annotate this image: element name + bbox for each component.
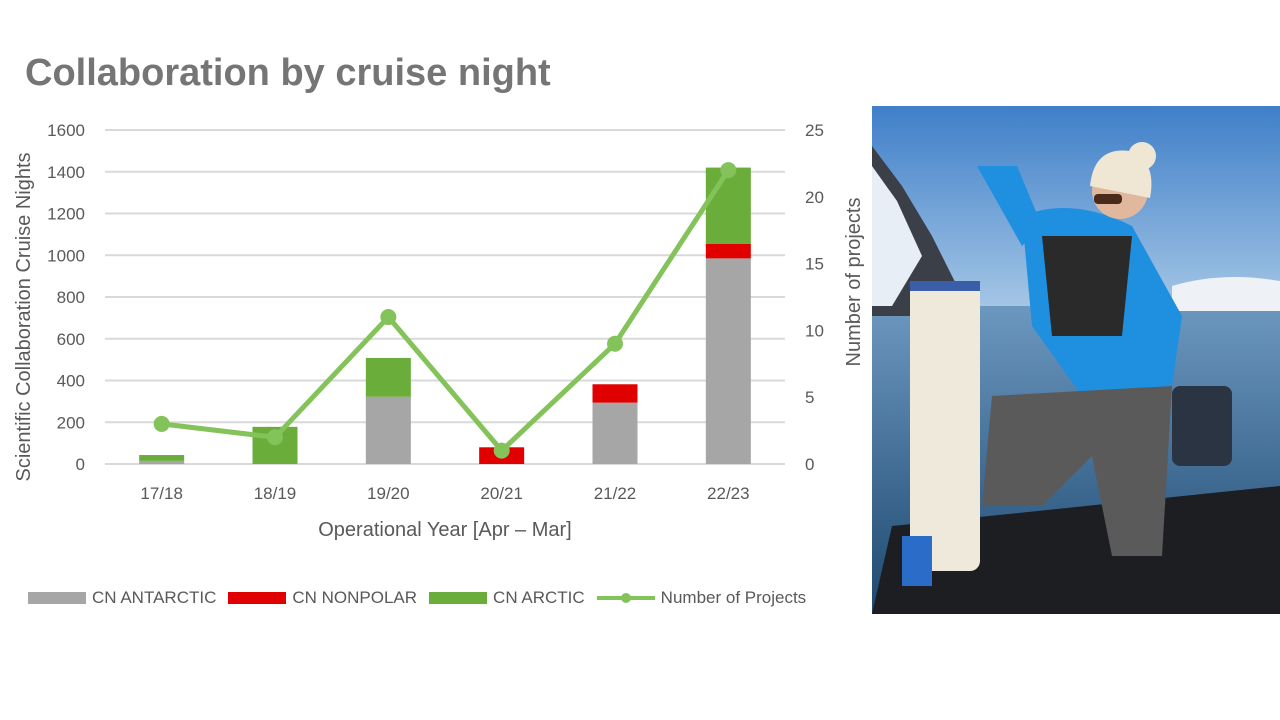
legend-nonpolar: CN NONPOLAR [228,588,417,608]
legend-projects: Number of Projects [596,588,807,608]
chart-legend: CN ANTARCTIC CN NONPOLAR CN ARCTIC Numbe… [28,588,818,608]
legend-arctic: CN ARCTIC [429,588,585,608]
y-tick-label: 1200 [47,205,85,224]
y2-tick-label: 20 [805,188,824,207]
legend-label: Number of Projects [660,588,807,607]
projects-point [153,415,170,432]
y-tick-label: 600 [57,330,85,349]
bar-cn-arctic [705,167,751,244]
legend-label: CN NONPOLAR [292,588,418,607]
projects-point [607,335,623,352]
projects-point [380,309,397,326]
y-tick-label: 1000 [47,246,85,265]
bar-cn-antarctic [365,396,411,464]
y-tick-label: 1400 [47,163,85,182]
legend-label: CN ARCTIC [493,588,585,607]
y-axis-title: Scientific Collaboration Cruise Nights [13,152,35,481]
projects-line [161,168,731,454]
x-tick-label: 21/22 [594,484,637,503]
y2-axis-title: Number of projects [843,198,865,367]
bar-cn-arctic [365,357,411,397]
projects-point [720,162,737,179]
researcher-photo [872,106,1280,614]
slide-title: Collaboration by cruise night [25,52,551,94]
x-axis-title: Operational Year [Apr – Mar] [318,519,571,541]
x-tick-label: 18/19 [254,484,297,503]
x-tick-label: 22/23 [707,484,750,503]
bar-cn-antarctic [139,460,185,464]
projects-point [267,429,283,446]
legend-antarctic: CN ANTARCTIC [28,588,216,608]
bar-cn-antarctic [705,258,751,464]
y2-tick-label: 25 [805,121,824,140]
y2-tick-label: 5 [805,388,814,407]
bar-cn-antarctic [592,402,638,464]
y-tick-label: 400 [57,372,85,391]
x-tick-label: 19/20 [367,484,410,503]
projects-point [493,442,510,459]
bar-cn-arctic [139,455,185,461]
cruise-nights-chart: 0 200 400 600 800 1000 1200 1400 1600 0 5 10 15 20 25 1… [13,121,865,541]
y-tick-label: 1600 [47,121,85,140]
x-tick-label: 17/18 [140,484,183,503]
y-tick-label: 0 [76,455,85,474]
y-tick-label: 200 [57,413,85,432]
y-tick-label: 800 [57,288,85,307]
y2-tick-label: 0 [805,455,814,474]
y2-tick-label: 10 [805,321,824,340]
y2-tick-label: 15 [805,255,824,274]
legend-label: CN ANTARCTIC [92,588,217,607]
bar-cn-nonpolar [705,243,751,259]
bar-cn-nonpolar [592,384,638,403]
x-tick-label: 20/21 [480,484,523,503]
